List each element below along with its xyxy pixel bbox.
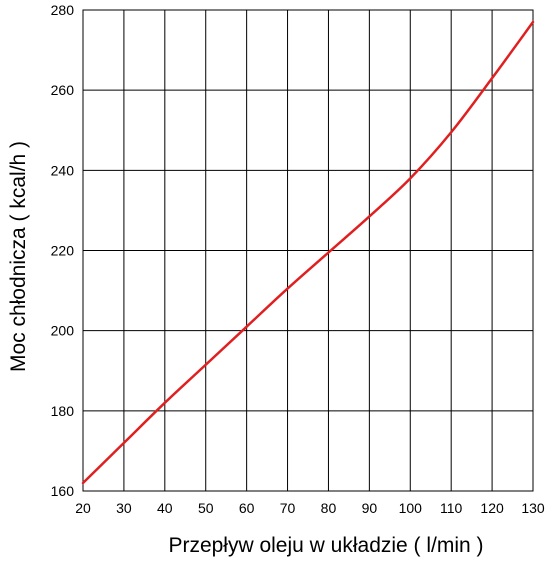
x-tick-label: 120 [480,500,504,516]
x-tick-label: 20 [75,500,91,516]
y-tick-label: 260 [51,82,75,98]
y-tick-label: 220 [51,243,75,259]
x-tick-label: 50 [198,500,214,516]
x-tick-label: 60 [239,500,255,516]
series-layer [81,20,535,485]
series-line [81,20,535,485]
grid-lines [82,9,534,492]
y-tick-label: 200 [51,323,75,339]
x-tick-label: 90 [362,500,378,516]
x-tick-label: 110 [440,500,463,516]
x-tick-label: 100 [399,500,423,516]
x-tick-labels: 20 30 40 50 60 70 80 90 100 110 120 130 [75,500,545,516]
x-tick-label: 40 [157,500,173,516]
plot-area-frame [82,9,534,492]
x-tick-label: 70 [280,500,296,516]
x-tick-label: 80 [321,500,337,516]
y-tick-label: 280 [51,2,75,18]
y-tick-label: 240 [51,162,75,178]
y-tick-label: 180 [51,403,75,419]
y-tick-labels: 160 180 200 220 240 260 280 [51,2,75,499]
y-axis-title: Moc chłodnicza ( kcal/h ) [7,141,30,372]
y-tick-label: 160 [51,483,75,499]
x-tick-label: 130 [521,500,545,516]
x-tick-label: 30 [116,500,132,516]
x-axis-title: Przepływ oleju w układzie ( l/min ) [168,534,483,557]
